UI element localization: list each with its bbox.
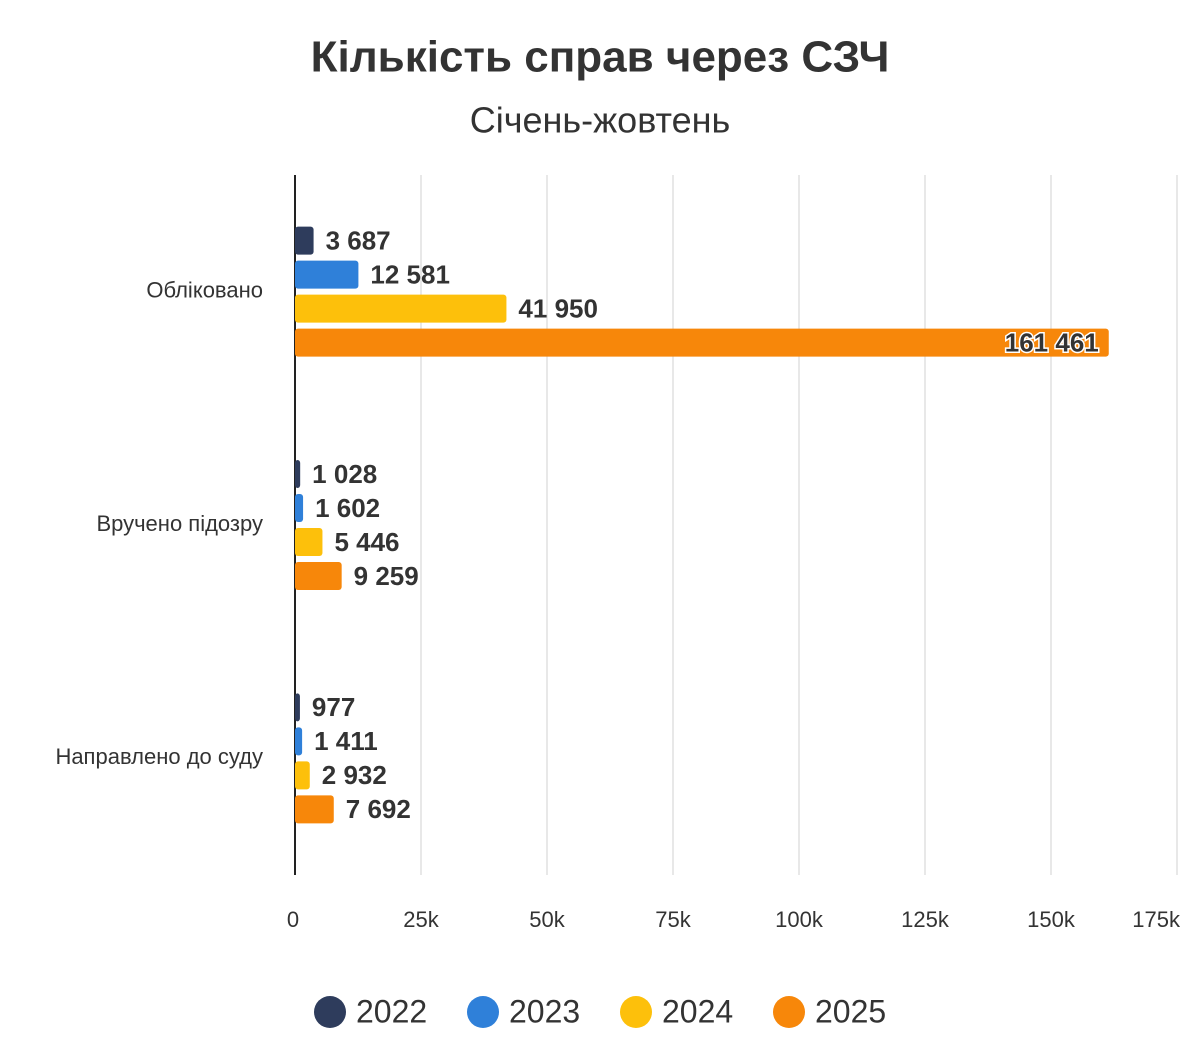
x-tick-label: 50k <box>529 907 565 932</box>
value-label: 1 411 <box>314 726 378 756</box>
value-label: 1 028 <box>312 459 377 489</box>
legend-label: 2025 <box>815 993 886 1029</box>
bar <box>295 260 359 289</box>
x-tick-label: 150k <box>1027 907 1076 932</box>
x-tick-label: 125k <box>901 907 950 932</box>
value-label: 12 581 <box>370 260 450 290</box>
value-label: 41 950 <box>518 294 598 324</box>
value-label: 3 687 <box>326 226 391 256</box>
x-tick-label: 0 <box>287 907 299 932</box>
value-label: 7 692 <box>346 794 411 824</box>
bar <box>295 562 342 590</box>
y-tick-label: Вручено підозру <box>96 511 263 536</box>
legend-marker <box>467 996 499 1028</box>
bar <box>295 460 301 488</box>
x-tick-label: 100k <box>775 907 824 932</box>
legend-marker <box>314 996 346 1028</box>
legend-label: 2022 <box>356 993 427 1029</box>
legend-marker <box>773 996 805 1028</box>
value-label: 2 932 <box>322 760 387 790</box>
value-label: 977 <box>312 692 355 722</box>
bar <box>295 294 507 323</box>
x-tick-label: 25k <box>403 907 439 932</box>
legend-label: 2024 <box>662 993 733 1029</box>
value-label: 1 602 <box>315 493 380 523</box>
legend-label: 2023 <box>509 993 580 1029</box>
chart-subtitle: Січень-жовтень <box>470 100 731 141</box>
bar <box>295 494 304 522</box>
bar <box>295 226 314 255</box>
value-label: 9 259 <box>354 561 419 591</box>
legend-marker <box>620 996 652 1028</box>
y-tick-label: Обліковано <box>146 277 263 302</box>
bar <box>295 693 300 722</box>
value-label: 5 446 <box>334 527 399 557</box>
bar <box>295 528 323 556</box>
bar <box>295 328 1109 357</box>
chart-title: Кількість справ через СЗЧ <box>311 33 890 82</box>
bar <box>295 727 303 756</box>
value-label: 161 461 <box>1005 328 1099 358</box>
y-tick-label: Направлено до суду <box>55 744 263 769</box>
bar <box>295 761 310 790</box>
bar <box>295 795 334 824</box>
x-tick-label: 75k <box>655 907 691 932</box>
x-tick-label: 175k <box>1132 907 1181 932</box>
